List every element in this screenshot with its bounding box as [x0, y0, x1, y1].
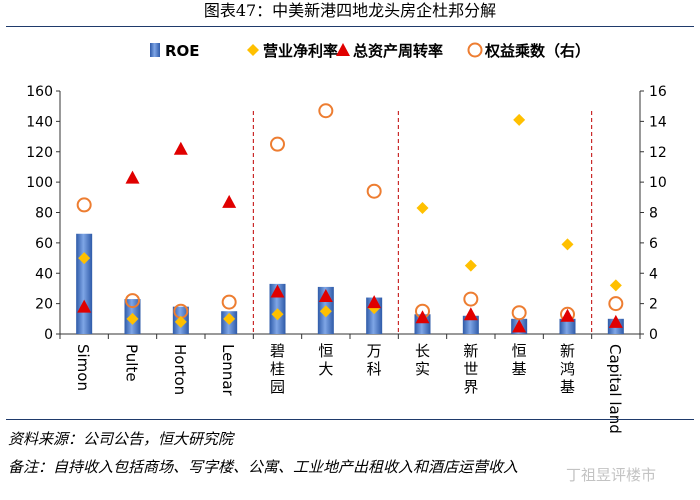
diamond-marker	[126, 312, 139, 325]
x-tick-label-char: 万	[367, 342, 382, 360]
x-tick-label-char: 实	[415, 360, 430, 378]
triangle-marker	[77, 299, 92, 313]
y-right-tick-label: 16	[649, 84, 667, 100]
triangle-marker	[125, 170, 140, 184]
group-dividers	[252, 111, 593, 334]
diamond-marker	[319, 305, 332, 318]
y-left-tick-label: 20	[35, 297, 53, 313]
circle-marker	[318, 103, 334, 119]
roe-bars	[76, 233, 624, 334]
x-tick-label-char: 大	[318, 360, 333, 378]
title-rule	[6, 26, 694, 27]
x-tick-label-char: 恒	[318, 342, 333, 360]
x-tick-label-char: 桂	[270, 360, 285, 378]
circle-marker	[463, 291, 479, 307]
diamond-marker	[561, 238, 574, 251]
legend-label: 总资产周转率	[353, 42, 443, 60]
circle-marker	[366, 183, 382, 199]
diamond-marker	[609, 279, 622, 292]
legend-swatch-diamond	[247, 44, 259, 56]
circle-marker	[221, 294, 237, 310]
y-left-tick-label: 80	[35, 206, 53, 222]
diamond-marker	[174, 315, 187, 328]
triangle-marker	[512, 319, 527, 333]
x-tick-label: Capital land	[606, 344, 624, 434]
y-right-tick-label: 8	[649, 206, 658, 222]
x-tick-label-char: 碧	[270, 342, 285, 360]
y-right-tick-label: 6	[649, 236, 658, 252]
y-right-tick-label: 14	[649, 114, 667, 130]
y-left-tick-label: 100	[26, 175, 53, 191]
y-left-tick-label: 140	[26, 114, 53, 130]
y-left-tick-label: 0	[44, 327, 53, 343]
x-tick-label: Horton	[171, 344, 189, 395]
chart-axes: 0 20 40 60 80 100 120 140 160 0 2 4 6 8 10 12 14 16	[26, 84, 667, 343]
x-tick-label-char: 基	[560, 378, 575, 396]
circle-marker	[511, 305, 527, 321]
triangle-marker	[367, 295, 382, 309]
y-right-tick-label: 0	[649, 327, 658, 343]
legend-label: 权益乘数（右）	[484, 42, 590, 60]
y-right-tick-label: 12	[649, 145, 667, 161]
x-tick-label: Simon	[74, 344, 92, 391]
chart-title: 图表47：中美新港四地龙头房企杜邦分解	[203, 1, 497, 20]
circle-marker	[608, 296, 624, 312]
diamond-marker	[78, 252, 91, 265]
y-right-tick-label: 4	[649, 266, 658, 282]
legend-swatch-circle	[467, 42, 483, 58]
diamond-marker	[464, 259, 477, 272]
x-tick-label-char: 园	[270, 378, 285, 396]
roe-bar	[462, 315, 479, 334]
circle-marker	[270, 136, 285, 152]
source-note: 资料来源：公司公告，恒大研究院	[8, 430, 234, 448]
triangle-marker	[270, 284, 285, 298]
chart: ROE 营业净利率 总资产周转率 权益乘数（右） 020406080100120140…	[26, 42, 667, 434]
y-left-tick-label: 120	[26, 145, 53, 161]
diamond-marker	[223, 312, 236, 325]
watermark: 丁祖昱评楼市	[566, 466, 657, 484]
triangle-marker	[463, 307, 478, 321]
x-tick-label-char: 新	[560, 342, 575, 360]
series-markers	[76, 103, 624, 333]
x-tick-label-char: 恒	[512, 342, 527, 360]
x-tick-label: Pulte	[123, 344, 141, 382]
diamond-marker	[271, 308, 284, 321]
x-tick-label-char: 世	[463, 360, 478, 378]
x-tick-label-char: 界	[463, 378, 478, 396]
legend-swatch-triangle	[336, 43, 350, 56]
triangle-marker	[318, 289, 333, 303]
y-left-tick-label: 60	[35, 236, 53, 252]
triangle-marker	[608, 314, 623, 328]
triangle-marker	[222, 194, 237, 208]
x-tick-label-char: 基	[512, 360, 527, 378]
x-tick-label-char: 科	[367, 360, 382, 378]
diamond-marker	[416, 201, 429, 214]
roe-bar	[559, 318, 576, 334]
legend-label: 营业净利率	[263, 42, 338, 60]
legend-label: ROE	[165, 42, 200, 60]
y-right-tick-label: 2	[649, 297, 658, 313]
triangle-marker	[173, 141, 188, 155]
circle-marker	[125, 293, 140, 309]
chart-legend: ROE 营业净利率 总资产周转率 权益乘数（右）	[150, 42, 590, 60]
remark-note: 备注：自持收入包括商场、写字楼、公寓、工业地产出租收入和酒店运营收入	[8, 458, 519, 476]
y-right-tick-label: 10	[649, 175, 667, 191]
x-tick-label-char: 新	[463, 342, 478, 360]
x-tick-label-char: 鸿	[560, 360, 575, 378]
legend-swatch-roe	[150, 43, 160, 57]
y-left-tick-label: 160	[26, 84, 53, 100]
triangle-marker	[415, 310, 430, 324]
diamond-marker	[513, 113, 526, 126]
bottom-rule	[6, 419, 694, 420]
circle-marker	[76, 197, 92, 213]
x-tick-label-char: 长	[415, 342, 430, 360]
y-left-tick-label: 40	[35, 266, 53, 282]
x-tick-label: Lennar	[219, 344, 237, 397]
triangle-marker	[560, 308, 575, 322]
roe-bar	[76, 233, 93, 334]
